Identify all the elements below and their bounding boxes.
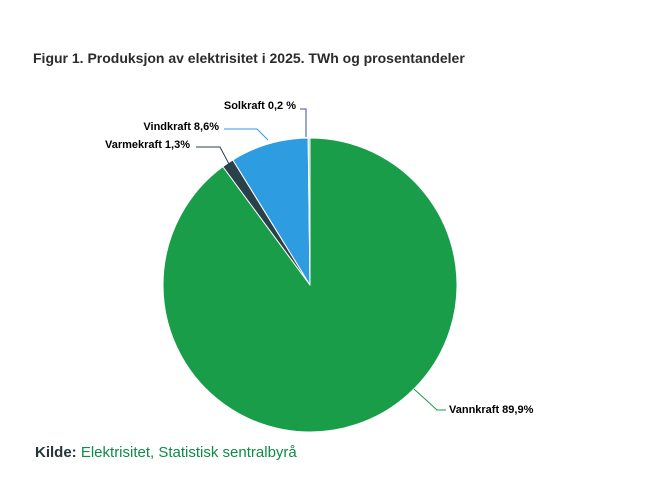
connector-vannkraft bbox=[413, 388, 446, 411]
chart-title: Figur 1. Produksjon av elektrisitet i 20… bbox=[33, 50, 465, 66]
source-line: Kilde: Elektrisitet, Statistisk sentralb… bbox=[35, 443, 297, 463]
pie bbox=[162, 137, 458, 433]
connector-varmekraft bbox=[196, 146, 230, 165]
connector-solkraft bbox=[300, 108, 307, 137]
source-link[interactable]: Elektrisitet, Statistisk sentralbyrå bbox=[80, 444, 297, 461]
pie-label-solkraft: Solkraft 0,2 % bbox=[223, 100, 296, 112]
pie-label-vindkraft: Vindkraft 8,6% bbox=[143, 121, 219, 133]
pie-label-varmekraft: Varmekraft 1,3% bbox=[105, 139, 190, 151]
source-prefix: Kilde: bbox=[35, 444, 77, 461]
connector-vindkraft bbox=[224, 128, 269, 141]
pie-label-vannkraft: Vannkraft 89,9% bbox=[449, 404, 534, 416]
pie-slice-solkraft[interactable] bbox=[307, 137, 311, 286]
